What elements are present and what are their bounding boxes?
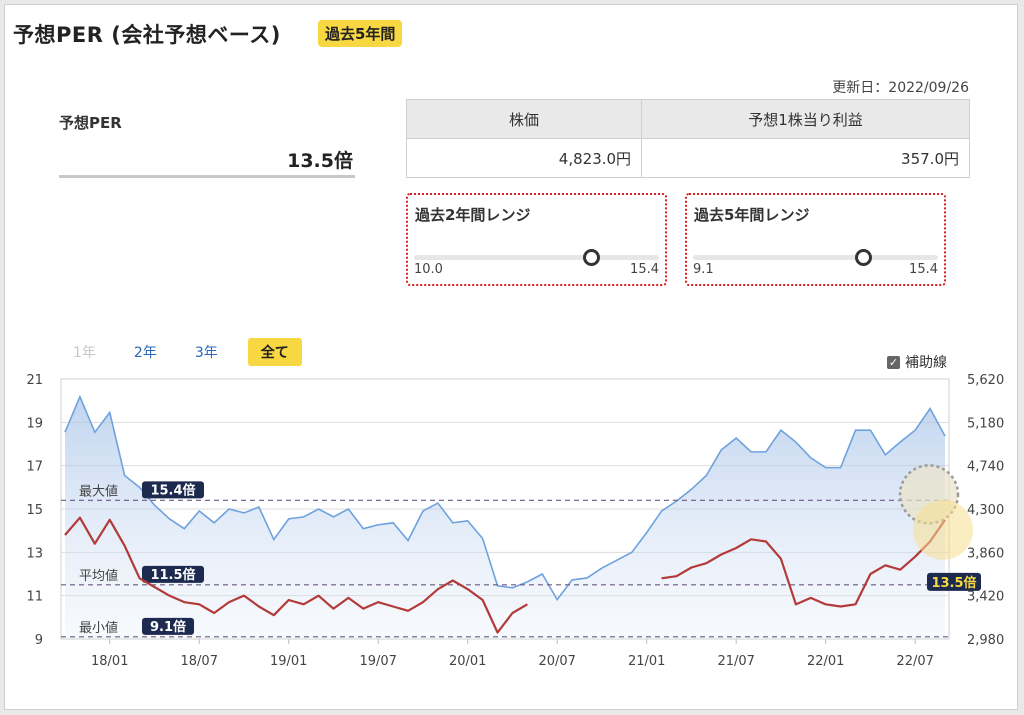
x-tick-label: 22/07 [896,654,933,669]
reference-label: 最小値 [79,620,118,636]
range-5y: 過去5年間レンジ 9.1 15.4 [685,193,946,286]
range-2y-max: 15.4 [630,262,659,277]
y-left-tick: 17 [26,460,43,475]
y-left-tick: 11 [26,590,43,605]
x-tick-label: 18/07 [181,654,218,669]
tab-3y[interactable]: 3年 [194,345,218,361]
x-tick-label: 20/07 [538,654,575,669]
period-badge: 過去5年間 [318,20,403,47]
per-underline [59,175,355,178]
range-2y-track [414,255,659,260]
header-eps: 予想1株当り利益 [641,99,970,139]
y-left-tick: 15 [26,503,43,518]
reference-badge: 9.1倍 [150,619,186,635]
range-5y-marker [855,249,873,266]
x-tick-label: 21/07 [717,654,754,669]
reference-badge-bg [142,565,204,583]
range-5y-max: 15.4 [909,262,938,277]
reference-label: 平均値 [79,568,118,584]
current-badge-bg [927,572,981,591]
updated-date: 更新日：2022/09/26 [832,80,969,96]
per-card: 予想PER (会社予想ベース) 過去5年間 更新日：2022/09/26 予想P… [4,4,1018,710]
reference-label: 最大値 [79,483,118,499]
per-value: 13.5倍 [287,150,353,172]
range-5y-track [693,255,938,260]
range-2y-min: 10.0 [414,262,443,277]
checkbox-icon[interactable]: ✓ [887,355,900,369]
current-highlight-circle [913,499,973,560]
per-line [64,516,946,634]
price-table: 株価 予想1株当り利益 4,823.0円 357.0円 [405,99,970,178]
range-5y-title: 過去5年間レンジ [694,206,810,224]
y-right-tick: 4,300 [967,503,1004,518]
eps-value: 357.0円 [641,138,970,178]
tab-1y[interactable]: 1年 [73,345,96,361]
price-area [65,396,945,639]
tab-2y[interactable]: 2年 [133,345,157,361]
range-2y-title: 過去2年間レンジ [415,206,531,224]
current-value-label: 13.5倍 [931,575,976,591]
per-label: 予想PER [59,114,122,132]
aux-lines-toggle[interactable]: ✓ 補助線 [887,352,947,372]
x-tick-label: 20/01 [449,654,486,669]
range-2y-marker [583,249,601,266]
range-5y-min: 9.1 [693,262,714,277]
y-right-tick: 3,860 [967,546,1004,561]
x-tick-label: 21/01 [628,654,665,669]
reference-badge: 15.4倍 [150,482,195,498]
x-tick-label: 22/01 [807,654,844,669]
per-chart: 21 5,620 19 5,180 17 4,740 15 4,300 13 3,860 11 3,4… [26,373,1004,669]
y-right-tick: 2,980 [967,633,1004,648]
header-stock-price: 株価 [405,99,643,139]
price-line [64,394,946,602]
y-left-tick: 19 [26,416,43,431]
x-tick-label: 19/01 [270,654,307,669]
reference-badge-bg [142,481,204,499]
page-title: 予想PER (会社予想ベース) [13,23,281,47]
y-right-tick: 5,620 [967,373,1004,388]
x-tick-label: 18/01 [91,654,128,669]
reference-badge-bg [142,617,194,635]
stock-price-value: 4,823.0円 [405,138,643,178]
y-left-tick: 9 [35,633,43,648]
x-tick-label: 19/07 [359,654,396,669]
tab-all[interactable]: 全て [247,338,302,366]
aux-lines-label: 補助線 [905,355,947,371]
reference-badge: 11.5倍 [150,567,195,583]
y-right-tick: 3,420 [967,590,1004,605]
y-right-tick: 4,740 [967,460,1004,475]
range-2y: 過去2年間レンジ 10.0 15.4 [406,193,667,286]
y-left-tick: 13 [26,546,43,561]
y-right-tick: 5,180 [967,416,1004,431]
period-tabs: 1年 2年 3年 全て [65,338,324,366]
y-left-tick: 21 [26,373,43,388]
